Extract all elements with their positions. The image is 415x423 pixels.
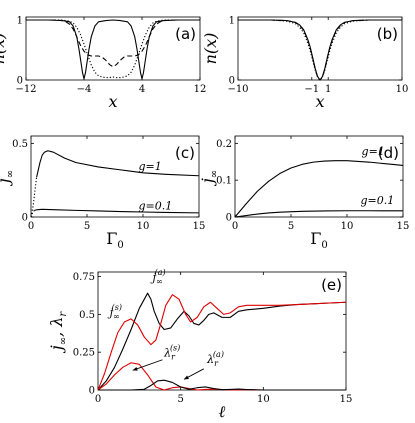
panel-e: 0 5 10 15 0 0.25 0.5 0.75 j∞(a) j∞(s) λr(s) λr(a) ℓ j… [47,268,352,421]
y-tick-label: 0.75 [73,272,95,283]
annotation-label: λr(a) [206,350,224,368]
y-tick-label: 1 [229,16,235,27]
x-tick-label: 1 [325,84,331,95]
y-tick-label: 0 [22,213,28,224]
x-tick-label: 5 [84,221,90,232]
y-axis-label: j∞ [0,170,16,186]
y-axis-label: j∞ [198,170,220,186]
panel-tag: (e) [321,276,342,294]
y-tick-label: 1 [17,16,23,27]
y-tick-label: 0.5 [12,139,28,150]
x-tick-label: 10 [137,221,150,232]
y-tick-label: 0.25 [73,348,95,359]
annotation-label: g=0.1 [360,194,394,207]
series-line [238,19,402,81]
annotation-label: j∞(s) [107,303,122,321]
x-tick-label: 15 [193,221,206,232]
plot-frame [97,271,347,391]
series-line [34,208,200,214]
series-line [30,210,35,218]
annotation-arrowhead [183,375,189,380]
x-tick-label: 0 [95,394,101,405]
panel-d: 0 5 10 15 0 0.1 0.2 g=1 g=0.1 Γ0 j∞ (d) [198,135,410,251]
y-tick-label: 0.5 [79,310,95,321]
series-line [97,362,346,391]
x-tick-label: 5 [288,221,294,232]
x-tick-label: 10 [396,84,409,95]
x-tick-label: 0 [28,221,34,232]
plot-frame [25,16,201,81]
series-line [238,19,402,81]
panel-a: −12 −4 4 12 0 1 x n(x) (a) [0,16,206,112]
series-line [26,19,200,80]
y-tick-label: 0 [17,76,23,87]
x-tick-label: 12 [194,84,207,95]
annotation-arrow [132,359,163,371]
annotation-label: λr(s) [163,344,180,362]
x-tick-label: 5 [177,394,183,405]
x-axis-label: Γ0 [106,229,123,251]
x-axis-label: ℓ [219,402,226,421]
panel-c: 0 5 10 15 0 0.5 g=1 g=0.1 Γ0 j∞ (c) [0,135,206,251]
x-tick-label: 15 [340,394,353,405]
panel-tag: (c) [175,144,195,162]
annotation-label: g=1 [362,145,385,158]
y-axis-label: n(x) [201,33,220,65]
x-tick-label: 4 [139,84,145,95]
annotation-label: g=0.1 [139,200,173,213]
x-axis-label: x [108,92,117,111]
series-line [36,150,200,178]
x-tick-label: 15 [397,221,410,232]
series-line [97,294,347,391]
y-tick-label: 0.2 [216,139,232,150]
series-line [97,292,347,391]
y-axis-label: j∞, λr [47,311,69,354]
annotation-label: j∞(a) [150,268,166,286]
x-tick-label: −4 [77,84,92,95]
annotation-label: g=1 [139,160,162,173]
plot-frame [30,135,200,218]
series-line [30,177,38,218]
series-line [26,19,200,79]
y-tick-label: 0.1 [216,176,232,187]
x-axis-label: Γ0 [310,229,327,251]
x-tick-label: 10 [257,394,270,405]
series-line [234,160,404,218]
y-tick-label: 0 [226,213,232,224]
annotation-arrowhead [132,366,138,371]
y-tick-label: 0 [89,386,95,397]
panel-tag: (d) [378,144,399,162]
panel-tag: (a) [175,25,196,43]
y-axis-label: n(x) [0,33,8,65]
x-axis-label: x [315,92,324,111]
x-tick-label: 10 [341,221,354,232]
panel-tag: (b) [377,25,398,43]
series-line [234,210,404,218]
y-tick-label: 0 [229,76,235,87]
x-tick-label: −10 [227,84,248,95]
series-line [98,379,346,391]
series-line [26,19,200,68]
x-tick-label: −1 [304,84,319,95]
x-tick-label: −12 [15,84,36,95]
x-tick-label: 0 [232,221,238,232]
plot-frame [234,135,404,218]
